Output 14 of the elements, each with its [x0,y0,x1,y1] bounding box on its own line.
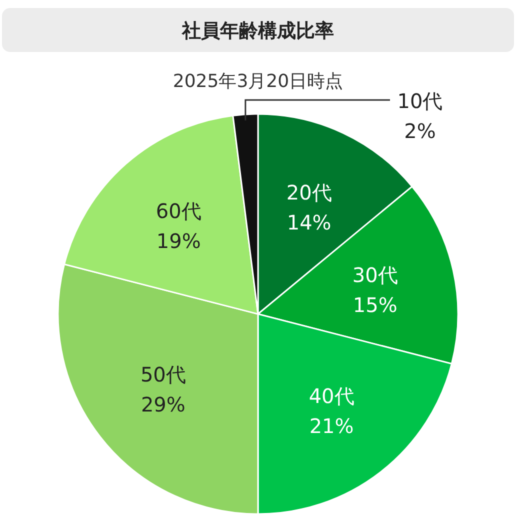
data-label: 19% [156,228,201,253]
slice-label: 20代 [286,180,332,204]
slice-label: 50代 [140,362,186,387]
slice-label: 30代 [352,262,398,287]
chart-title: 社員年齢構成比率 [181,20,334,42]
slice-label: 40代 [308,384,354,408]
data-label: 29% [140,392,186,417]
data-label: 15% [352,292,398,317]
slice-label: 10代 [397,89,443,113]
chart-subtitle: 2025年3月20日時点 [172,71,344,92]
data-label: 14% [286,210,332,234]
slice-label: 60代 [156,198,202,223]
data-label: 21% [309,414,354,438]
data-label: 2% [404,119,436,143]
